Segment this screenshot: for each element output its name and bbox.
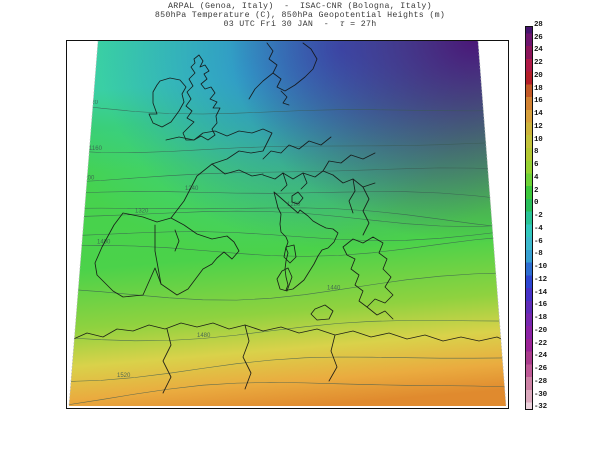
svg-text:1520: 1520 — [117, 373, 131, 379]
svg-text:1440: 1440 — [327, 286, 341, 292]
svg-text:1200: 1200 — [81, 176, 95, 182]
svg-text:1400: 1400 — [97, 239, 111, 245]
svg-text:1120: 1120 — [85, 100, 99, 106]
svg-text:1480: 1480 — [197, 333, 211, 339]
svg-text:1320: 1320 — [135, 209, 149, 215]
svg-text:1240: 1240 — [185, 186, 199, 192]
svg-text:1160: 1160 — [89, 146, 103, 152]
